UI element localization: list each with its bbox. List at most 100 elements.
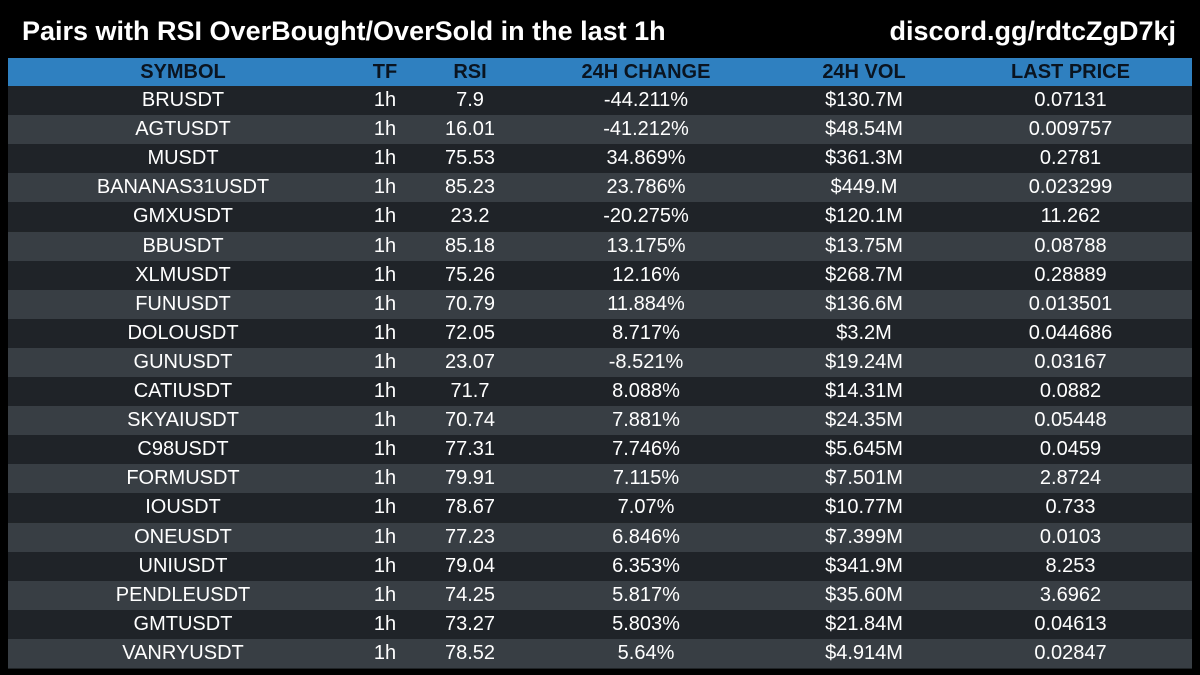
change-cell: -8.521% bbox=[608, 350, 684, 373]
table-row[interactable]: BBUSDT 1h 85.18 13.175% $13.75M 0.08788 bbox=[8, 231, 1192, 261]
price-cell: 0.009757 bbox=[1028, 118, 1113, 141]
timeframe-cell: 1h bbox=[373, 380, 397, 402]
column-header-24h-change[interactable]: 24H CHANGE bbox=[581, 60, 711, 83]
change-cell: 7.881% bbox=[612, 409, 680, 432]
table-row[interactable]: IOUSDT 1h 78.67 7.07% $10.77M 0.733 bbox=[8, 493, 1192, 523]
price-cell: 0.044686 bbox=[1028, 321, 1113, 344]
volume-cell: $449.M bbox=[830, 176, 898, 199]
volume-cell: $130.7M bbox=[825, 89, 903, 111]
timeframe-cell: 1h bbox=[373, 554, 397, 577]
price-cell: 0.04613 bbox=[1034, 612, 1107, 635]
table-row[interactable]: GMTUSDT 1h 73.27 5.803% $21.84M 0.04613 bbox=[8, 609, 1192, 639]
symbol-cell: FORMUSDT bbox=[126, 467, 240, 490]
timeframe-cell: 1h bbox=[373, 118, 397, 141]
timeframe-cell: 1h bbox=[373, 438, 397, 461]
table-row[interactable]: ONEUSDT 1h 77.23 6.846% $7.399M 0.0103 bbox=[8, 522, 1192, 552]
table-row[interactable]: SKYAIUSDT 1h 70.74 7.881% $24.35M 0.05448 bbox=[8, 406, 1192, 436]
table-row[interactable]: UNIUSDT 1h 79.04 6.353% $341.9M 8.253 bbox=[8, 551, 1192, 581]
price-cell: 0.02847 bbox=[1034, 641, 1107, 664]
symbol-cell: PENDLEUSDT bbox=[115, 583, 251, 606]
change-cell: 7.746% bbox=[612, 438, 680, 461]
symbol-cell: GUNUSDT bbox=[133, 350, 233, 373]
rsi-cell: 85.18 bbox=[444, 234, 496, 257]
table-row[interactable]: DOLOUSDT 1h 72.05 8.717% $3.2M 0.044686 bbox=[8, 318, 1192, 348]
symbol-cell: GMTUSDT bbox=[133, 612, 233, 635]
rsi-cell: 79.91 bbox=[444, 467, 496, 490]
change-cell: 7.07% bbox=[617, 496, 675, 519]
rsi-cell: 75.53 bbox=[444, 147, 496, 170]
change-cell: 6.353% bbox=[612, 554, 680, 577]
title-bar: Pairs with RSI OverBought/OverSold in th… bbox=[0, 0, 1200, 58]
symbol-cell: DOLOUSDT bbox=[127, 321, 239, 344]
timeframe-cell: 1h bbox=[373, 263, 397, 286]
rsi-cell: 71.7 bbox=[450, 380, 490, 402]
rsi-cell: 79.04 bbox=[444, 554, 496, 577]
column-header-last-price[interactable]: LAST PRICE bbox=[1011, 60, 1130, 83]
price-cell: 0.07131 bbox=[1034, 89, 1107, 111]
column-header-rsi[interactable]: RSI bbox=[453, 60, 487, 83]
table-row[interactable]: FORMUSDT 1h 79.91 7.115% $7.501M 2.8724 bbox=[8, 464, 1192, 494]
symbol-cell: FUNUSDT bbox=[135, 292, 231, 315]
column-header-24h-vol[interactable]: 24H VOL bbox=[822, 60, 906, 83]
change-cell: 7.115% bbox=[612, 467, 680, 490]
timeframe-cell: 1h bbox=[373, 147, 397, 170]
rsi-cell: 75.26 bbox=[444, 263, 496, 286]
rsi-cell: 7.9 bbox=[456, 89, 484, 111]
table-row[interactable]: GMXUSDT 1h 23.2 -20.275% $120.1M 11.262 bbox=[8, 202, 1192, 232]
table-header-row: SYMBOL TF RSI 24H CHANGE 24H VOL LAST PR… bbox=[8, 58, 1192, 86]
timeframe-cell: 1h bbox=[373, 292, 397, 315]
timeframe-cell: 1h bbox=[373, 612, 397, 635]
rsi-cell: 23.2 bbox=[450, 205, 490, 228]
volume-cell: $7.399M bbox=[825, 525, 903, 548]
volume-cell: $5.645M bbox=[825, 438, 903, 461]
rsi-cell: 74.25 bbox=[444, 583, 496, 606]
table-row[interactable]: XLMUSDT 1h 75.26 12.16% $268.7M 0.28889 bbox=[8, 260, 1192, 290]
symbol-cell: GMXUSDT bbox=[133, 205, 233, 228]
column-header-tf[interactable]: TF bbox=[372, 60, 398, 83]
change-cell: 34.869% bbox=[606, 147, 686, 170]
price-cell: 0.0459 bbox=[1039, 438, 1102, 461]
price-cell: 11.262 bbox=[1040, 205, 1101, 228]
table-row[interactable]: VANRYUSDT 1h 78.52 5.64% $4.914M 0.02847 bbox=[8, 638, 1192, 668]
change-cell: 5.803% bbox=[612, 612, 680, 635]
table-row[interactable]: CATIUSDT 1h 71.7 8.088% $14.31M 0.0882 bbox=[8, 377, 1192, 406]
table-row[interactable]: MUSDT 1h 75.53 34.869% $361.3M 0.2781 bbox=[8, 144, 1192, 174]
volume-cell: $341.9M bbox=[825, 554, 903, 577]
table-row[interactable]: GUNUSDT 1h 23.07 -8.521% $19.24M 0.03167 bbox=[8, 347, 1192, 377]
rsi-cell: 85.23 bbox=[444, 176, 496, 199]
change-cell: 5.817% bbox=[612, 583, 680, 606]
rsi-cell: 77.23 bbox=[444, 525, 496, 548]
change-cell: 13.175% bbox=[606, 234, 686, 257]
table-row[interactable]: BANANAS31USDT 1h 85.23 23.786% $449.M 0.02329… bbox=[8, 173, 1192, 203]
rsi-pairs-table: SYMBOL TF RSI 24H CHANGE 24H VOL LAST PR… bbox=[8, 58, 1192, 669]
change-cell: 12.16% bbox=[612, 263, 680, 286]
symbol-cell: VANRYUSDT bbox=[122, 641, 244, 664]
price-cell: 0.03167 bbox=[1034, 350, 1107, 373]
volume-cell: $10.77M bbox=[825, 496, 903, 519]
timeframe-cell: 1h bbox=[373, 583, 397, 606]
rsi-cell: 16.01 bbox=[444, 118, 496, 141]
volume-cell: $268.7M bbox=[825, 263, 903, 286]
timeframe-cell: 1h bbox=[373, 89, 397, 111]
table-row[interactable]: C98USDT 1h 77.31 7.746% $5.645M 0.0459 bbox=[8, 435, 1192, 465]
table-row[interactable]: PENDLEUSDT 1h 74.25 5.817% $35.60M 3.6962 bbox=[8, 580, 1192, 610]
discord-invite-link[interactable]: discord.gg/rdtcZgD7kj bbox=[889, 16, 1176, 46]
price-cell: 0.2781 bbox=[1039, 147, 1102, 170]
symbol-cell: C98USDT bbox=[137, 438, 229, 461]
price-cell: 8.253 bbox=[1045, 554, 1096, 577]
volume-cell: $35.60M bbox=[825, 583, 903, 606]
timeframe-cell: 1h bbox=[373, 350, 397, 373]
symbol-cell: BRUSDT bbox=[141, 89, 225, 111]
volume-cell: $24.35M bbox=[825, 409, 903, 432]
symbol-cell: XLMUSDT bbox=[135, 263, 231, 286]
change-cell: 5.64% bbox=[617, 641, 675, 664]
timeframe-cell: 1h bbox=[373, 234, 397, 257]
table-row[interactable]: FUNUSDT 1h 70.79 11.884% $136.6M 0.013501 bbox=[8, 289, 1192, 319]
column-header-symbol[interactable]: SYMBOL bbox=[140, 60, 226, 83]
table-row[interactable]: BRUSDT 1h 7.9 -44.211% $130.7M 0.07131 bbox=[8, 86, 1192, 115]
change-cell: -44.211% bbox=[603, 89, 689, 111]
price-cell: 0.0882 bbox=[1039, 380, 1102, 402]
timeframe-cell: 1h bbox=[373, 641, 397, 664]
table-row[interactable]: AGTUSDT 1h 16.01 -41.212% $48.54M 0.009757 bbox=[8, 115, 1192, 145]
timeframe-cell: 1h bbox=[373, 467, 397, 490]
